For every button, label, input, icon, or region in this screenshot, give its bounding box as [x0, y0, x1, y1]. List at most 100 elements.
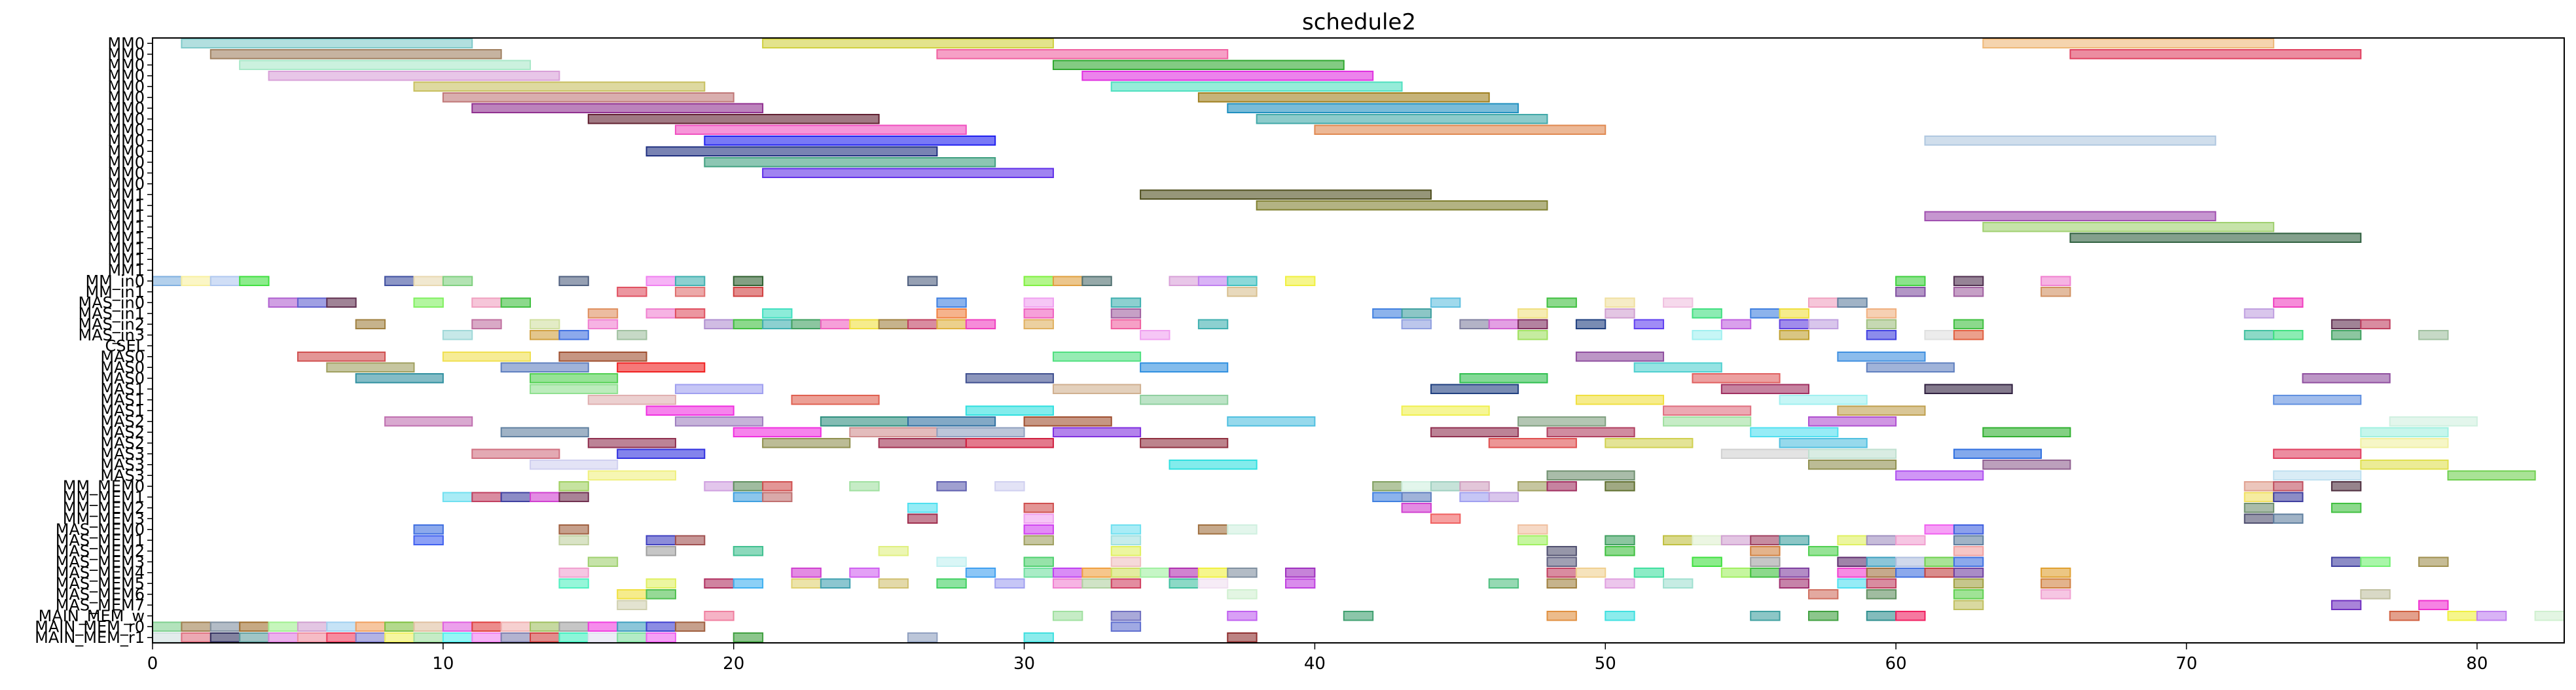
task-bar [733, 578, 764, 589]
task-bar [1110, 535, 1142, 546]
task-bar [2389, 610, 2420, 621]
task-bar [1023, 632, 1054, 643]
task-bar [1953, 276, 1984, 287]
task-bar [1866, 308, 1897, 319]
task-bar [1837, 578, 1868, 589]
task-bar [1866, 362, 1955, 373]
task-bar [674, 416, 764, 427]
task-bar [355, 621, 386, 632]
task-bar [1895, 470, 1984, 481]
row-label: MAIN_MEM_w [39, 607, 145, 625]
task-bar [1081, 567, 1112, 578]
task-bar [1750, 556, 1781, 568]
task-bar [2069, 232, 2362, 244]
task-bar [2389, 416, 2478, 427]
task-bar [1837, 535, 1868, 546]
task-bar [617, 600, 647, 611]
task-bar [2418, 556, 2449, 568]
task-bar [471, 492, 502, 503]
task-bar [1807, 545, 1839, 556]
row-labels: MM0MM0MM0MM0MM0MM0MM0MM0MM0MM0MM0MM0MM0M… [35, 34, 153, 647]
task-bar [558, 492, 589, 503]
row-label: MAS3 [100, 456, 145, 474]
task-bar [907, 513, 938, 524]
task-bar [1546, 297, 1577, 308]
task-bar [1256, 113, 1548, 124]
task-bar [1459, 481, 1490, 492]
task-bar [297, 297, 328, 308]
task-bar [413, 276, 444, 287]
task-bar [1807, 589, 1839, 600]
task-bar [1110, 578, 1142, 589]
task-bar [1575, 567, 1606, 578]
task-bar [558, 621, 589, 632]
task-bar [1546, 556, 1577, 568]
task-bar [558, 351, 647, 362]
task-bar [442, 492, 473, 503]
task-bar [1023, 416, 1112, 427]
row-label: MM0 [107, 164, 145, 182]
task-bar [2273, 513, 2304, 524]
task-bar [297, 351, 386, 362]
task-bar [442, 92, 735, 103]
task-bar [1256, 200, 1548, 211]
task-bar [181, 276, 211, 287]
task-bar [762, 437, 851, 448]
row-label: MM_MEM3 [63, 509, 145, 528]
task-bar [762, 308, 793, 319]
task-bar [791, 567, 822, 578]
task-bar [442, 276, 473, 287]
task-bar [878, 437, 967, 448]
task-bar [1343, 610, 1374, 621]
chart-title: schedule2 [1302, 9, 1416, 35]
task-bar [1750, 545, 1781, 556]
task-bar [1197, 567, 1229, 578]
task-bar [878, 578, 909, 589]
task-bar [820, 319, 851, 330]
task-bar [762, 38, 1054, 49]
task-bar [500, 621, 532, 632]
task-bar [965, 437, 1054, 448]
task-bar [936, 578, 967, 589]
task-bar [791, 578, 822, 589]
task-bar [1692, 372, 1781, 384]
task-bar [1750, 427, 1839, 438]
task-bar [2243, 492, 2275, 503]
row-label: MM0 [107, 34, 145, 52]
task-bar [471, 319, 502, 330]
task-bar [1488, 492, 1519, 503]
task-bar [1023, 319, 1054, 330]
row-label: MAS0 [100, 369, 145, 388]
task-bar [1227, 286, 1258, 297]
task-bar [2447, 610, 2478, 621]
row-label: MM1 [107, 196, 145, 215]
task-bar [1837, 567, 1868, 578]
task-bar [326, 632, 357, 643]
task-bar [1779, 535, 1809, 546]
row-label: MM0 [107, 77, 145, 96]
task-bar [1807, 297, 1839, 308]
task-bar [2331, 556, 2362, 568]
task-bar [1169, 567, 1199, 578]
task-bar [1837, 405, 1926, 416]
task-bar [1866, 535, 1897, 546]
row-label: MAS0 [100, 348, 145, 366]
task-bar [617, 362, 706, 373]
task-bar [936, 48, 1229, 60]
task-bar [2243, 329, 2275, 340]
task-bar [2041, 589, 2071, 600]
task-bar [1517, 416, 1606, 427]
task-bar [1605, 481, 1635, 492]
task-bar [965, 567, 996, 578]
bars-layer [152, 38, 2566, 643]
row-label: MM0 [107, 110, 145, 128]
task-bar [2360, 427, 2449, 438]
task-bar [1779, 578, 1809, 589]
task-bar [1953, 448, 2042, 460]
row-label: MAS0 [100, 358, 145, 376]
task-bar [2476, 610, 2507, 621]
task-bar [1924, 567, 1955, 578]
task-bar [2360, 589, 2391, 600]
row-label: MM0 [107, 142, 145, 160]
row-label: MM0 [107, 153, 145, 172]
